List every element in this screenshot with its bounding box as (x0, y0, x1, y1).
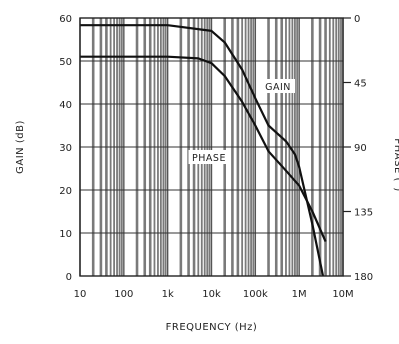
y-right-tick-label: 45 (354, 79, 367, 90)
phase-annotation: PHASE (192, 153, 226, 164)
y-right-axis-title: PHASE (°) (392, 138, 399, 192)
phase-curve (80, 24, 325, 277)
x-tick-label: 1k (162, 289, 174, 300)
x-tick-label: 1M (292, 289, 307, 300)
phase-annotation-bg (188, 150, 230, 164)
x-tick-label: 10 (74, 289, 87, 300)
y-right-tick-label: 135 (354, 208, 373, 219)
y-left-tick-label: 30 (59, 143, 72, 154)
y-left-axis-title: GAIN (dB) (15, 120, 26, 174)
y-left-tick-label: 40 (59, 100, 72, 111)
axes-layer (79, 17, 351, 277)
x-tick-label: 10M (332, 289, 353, 300)
grid-layer (79, 17, 344, 277)
gain-annotation-bg (261, 79, 295, 93)
y-right-tick-label: 0 (354, 14, 360, 25)
y-left-tick-label: 0 (66, 272, 72, 283)
y-left-tick-label: 50 (59, 57, 72, 68)
y-left-tick-label: 60 (59, 14, 72, 25)
y-right-tick-label: 90 (354, 143, 367, 154)
x-tick-label: 10k (202, 289, 221, 300)
x-tick-label: 100k (243, 289, 268, 300)
x-tick-label: 100 (114, 289, 133, 300)
gain-annotation: GAIN (265, 82, 291, 93)
y-right-tick-label: 180 (354, 272, 373, 283)
gain-curve (80, 55, 327, 243)
x-axis-title: FREQUENCY (Hz) (166, 322, 258, 333)
y-left-tick-label: 10 (59, 229, 72, 240)
y-left-tick-label: 20 (59, 186, 72, 197)
series-layer (80, 24, 327, 277)
